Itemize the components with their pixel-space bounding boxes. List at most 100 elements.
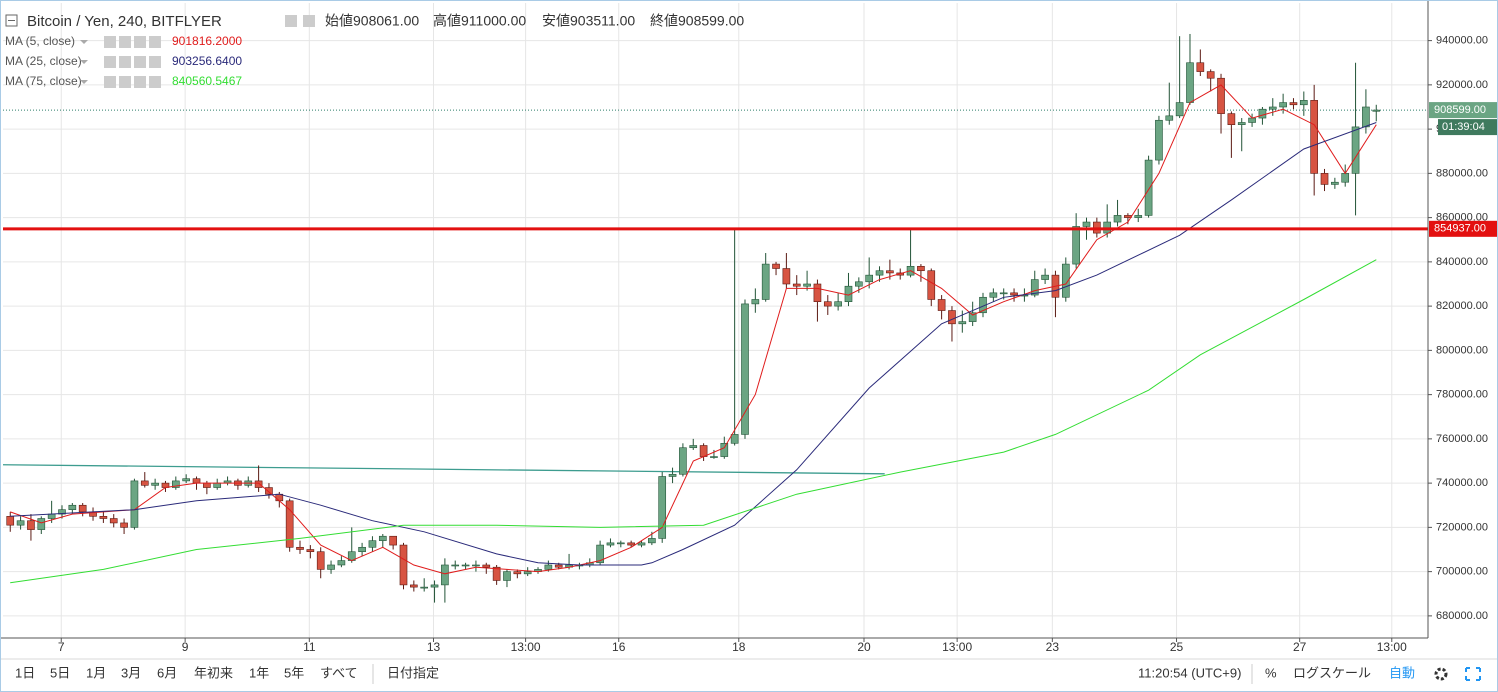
legend-dropdown[interactable]: [80, 60, 88, 64]
legend-button[interactable]: [134, 36, 146, 48]
y-tick-label: 680000.00: [1436, 610, 1488, 622]
log-toggle[interactable]: ログスケール: [1293, 665, 1371, 680]
candle-body: [482, 564, 491, 568]
x-tick-label: 7: [58, 640, 65, 654]
candle-body: [1268, 106, 1277, 110]
candle-body: [637, 542, 646, 546]
candle-body: [823, 301, 832, 307]
legend-button[interactable]: [104, 36, 116, 48]
candle-body: [886, 270, 894, 274]
range-button[interactable]: 1月: [86, 665, 106, 680]
legend-button[interactable]: [134, 76, 146, 88]
date-range-button[interactable]: 日付指定: [387, 665, 439, 680]
candle-body: [430, 584, 439, 588]
clock: 11:20:54 (UTC+9): [1138, 665, 1241, 680]
candle-body: [855, 281, 863, 287]
candle-body: [99, 516, 108, 519]
candle-body: [1279, 102, 1287, 108]
y-tick-label: 820000.00: [1436, 300, 1488, 312]
range-button[interactable]: 3月: [121, 665, 141, 680]
legend-button[interactable]: [149, 56, 161, 68]
range-button[interactable]: 1年: [249, 665, 269, 680]
legend-button[interactable]: [119, 56, 131, 68]
legend-button[interactable]: [149, 76, 161, 88]
ohlc-value: 911000.00: [461, 13, 526, 29]
candle-body: [710, 456, 718, 458]
collapse-icon[interactable]: [5, 14, 18, 27]
candle-body: [1113, 215, 1122, 223]
candle-body: [772, 263, 780, 269]
candle-body: [648, 538, 656, 544]
candle-body: [296, 546, 304, 550]
candle-body: [679, 447, 687, 475]
candle-body: [761, 263, 770, 300]
candle-body: [989, 292, 998, 298]
eye-icon[interactable]: [285, 15, 297, 27]
range-button[interactable]: 年初来: [194, 665, 233, 680]
candle-body: [503, 571, 511, 581]
legend-dropdown[interactable]: [80, 80, 88, 84]
candle-body: [1227, 113, 1236, 125]
candle-body: [399, 544, 408, 586]
candle-body: [1175, 102, 1184, 117]
legend-button[interactable]: [149, 36, 161, 48]
candle-body: [751, 299, 760, 305]
legend-button[interactable]: [104, 56, 116, 68]
candle-body: [1248, 117, 1256, 123]
ohlc-value: 908061.00: [353, 13, 419, 29]
settings-button[interactable]: [1434, 667, 1448, 681]
candle-body: [358, 546, 366, 553]
candle-body: [213, 482, 222, 488]
candle-body: [937, 299, 946, 311]
price-label-box: [1429, 220, 1497, 237]
range-button[interactable]: 5年: [284, 665, 304, 680]
legend-button[interactable]: [134, 56, 146, 68]
candle-body: [999, 292, 1008, 295]
range-button[interactable]: 5日: [50, 665, 70, 680]
candle-body: [813, 283, 822, 302]
candle-body: [337, 560, 346, 566]
symbol-title: Bitcoin / Yen, 240, BITFLYER: [27, 13, 222, 30]
settings-icon[interactable]: [303, 15, 315, 27]
candle-body: [68, 504, 77, 510]
ohlc-value: 903511.00: [570, 13, 635, 29]
candle-body: [1237, 122, 1246, 125]
legend-button[interactable]: [104, 76, 116, 88]
candle-body: [554, 564, 563, 568]
candle-body: [410, 584, 418, 588]
candle-body: [616, 542, 625, 545]
range-button[interactable]: 1日: [15, 665, 35, 680]
legend-button[interactable]: [119, 76, 131, 88]
range-button[interactable]: すべて: [320, 665, 358, 680]
ma-line: [10, 122, 1377, 566]
candle-body: [172, 480, 180, 488]
candle-body: [27, 520, 35, 530]
ohlc-readout: 始値 908061.00 高値 911000.00 安値 903511.00 終値 90859…: [325, 13, 744, 29]
candle-body: [1072, 226, 1080, 265]
candle-body: [720, 442, 729, 457]
x-tick-label: 13:00: [942, 640, 972, 654]
candle-body: [451, 564, 460, 567]
countdown-label: 01:39:04: [1442, 121, 1485, 133]
ohlc-label: 安値: [542, 13, 570, 29]
legend-dropdown[interactable]: [80, 40, 88, 44]
fullscreen-button[interactable]: [1465, 667, 1481, 681]
candle-body: [1299, 100, 1308, 106]
percent-toggle[interactable]: %: [1265, 665, 1277, 680]
candle-body: [958, 321, 967, 325]
legend-button[interactable]: [119, 36, 131, 48]
auto-toggle[interactable]: 自動: [1389, 665, 1415, 680]
candle-body: [1030, 279, 1039, 296]
x-tick-label: 20: [857, 640, 871, 654]
candle-body: [37, 518, 46, 530]
candle-body: [730, 434, 739, 444]
candle-body: [689, 445, 698, 449]
candle-body: [792, 283, 801, 287]
candle-body: [523, 571, 532, 575]
candle-body: [1310, 100, 1318, 174]
range-button[interactable]: 6月: [157, 665, 177, 680]
candle-body: [203, 482, 211, 488]
ma-line: [10, 84, 1377, 575]
candle-body: [285, 500, 294, 548]
candle-body: [668, 473, 677, 477]
